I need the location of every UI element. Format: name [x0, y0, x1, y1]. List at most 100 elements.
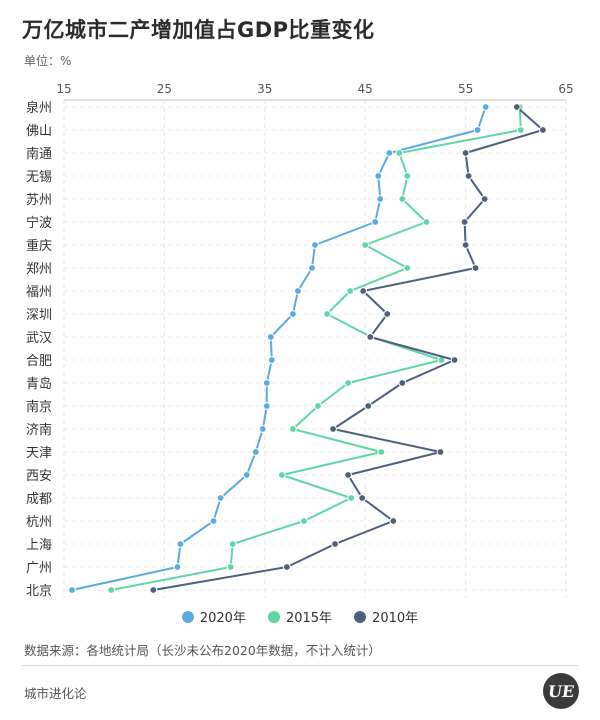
y-tick-label: 上海 [26, 538, 52, 553]
y-tick-label: 合肥 [26, 354, 52, 369]
legend-label: 2020年 [199, 611, 246, 626]
data-point [461, 241, 470, 249]
data-point [228, 540, 237, 548]
x-tick-label: 45 [358, 82, 373, 96]
data-point [361, 241, 370, 249]
data-point [383, 310, 392, 318]
brand-logo: UE [543, 673, 579, 709]
data-point [371, 218, 380, 226]
brand-logo-text: UE [546, 681, 576, 701]
data-point [539, 126, 547, 134]
data-point [398, 195, 407, 203]
data-point [331, 540, 339, 548]
source-note: 数据来源：各地统计局（长沙未公布2020年数据，不计入统计） [24, 643, 381, 658]
x-tick-label: 55 [458, 82, 473, 96]
y-tick-label: 深圳 [26, 308, 52, 323]
data-point [300, 517, 308, 525]
y-tick-label: 泉州 [26, 100, 52, 116]
data-point [460, 218, 469, 226]
y-tick-label: 南京 [26, 399, 52, 415]
y-tick-label: 北京 [26, 584, 52, 599]
data-point [385, 149, 394, 157]
data-point [176, 540, 185, 548]
legend-item: 2010年 [354, 607, 418, 626]
x-tick-label: 35 [257, 82, 272, 96]
data-point [262, 379, 271, 387]
data-point [450, 356, 459, 364]
data-point [329, 425, 337, 433]
data-point [374, 172, 383, 180]
data-point [323, 310, 331, 318]
data-point [262, 402, 271, 410]
unit-label: 单位：% [24, 54, 72, 68]
data-point [289, 310, 297, 318]
chart-legend: 2020年 2015年 2010年 [0, 607, 600, 626]
legend-marker [354, 610, 367, 623]
data-point [344, 379, 353, 387]
legend-label: 2010年 [372, 611, 419, 626]
data-point [251, 448, 260, 456]
series-line-2010年 [153, 106, 544, 591]
data-point [516, 126, 525, 134]
page-title: 万亿城市二产增加值占GDP比重变化 [22, 18, 375, 42]
data-point [376, 195, 385, 203]
legend-marker [181, 610, 194, 623]
y-tick-label: 天津 [26, 446, 52, 461]
y-tick-label: 广州 [26, 561, 52, 576]
legend-marker [267, 610, 280, 623]
data-point [422, 218, 431, 226]
data-point [366, 333, 375, 341]
legend-item: 2015年 [267, 607, 333, 626]
y-tick-label: 宁波 [26, 215, 52, 231]
series-line-2015年 [111, 106, 522, 591]
data-point [311, 241, 319, 249]
data-point [347, 494, 356, 502]
data-point [216, 494, 225, 502]
x-tick-label: 15 [56, 82, 71, 96]
y-tick-label: 成都 [26, 492, 52, 507]
data-point [395, 149, 404, 157]
data-point [267, 356, 276, 364]
y-tick-label: 杭州 [26, 515, 52, 530]
series-line-2020年 [71, 106, 487, 591]
data-point [403, 264, 412, 272]
data-point [471, 264, 480, 272]
legend-item: 2020年 [181, 607, 246, 626]
data-point [377, 448, 386, 456]
data-point [481, 103, 490, 111]
legend-label: 2015年 [285, 611, 333, 626]
data-point [480, 195, 489, 203]
y-tick-label: 青岛 [26, 376, 52, 392]
data-point [226, 563, 235, 571]
data-point [308, 264, 316, 272]
y-tick-label: 西安 [26, 469, 52, 484]
data-point [282, 563, 291, 571]
data-point [403, 172, 412, 180]
y-tick-label: 武汉 [26, 331, 52, 346]
x-tick-label: 65 [558, 82, 573, 96]
data-point [461, 149, 470, 157]
data-point [173, 563, 182, 571]
x-tick-label: 25 [157, 82, 172, 96]
data-point [398, 379, 407, 387]
data-point [359, 287, 368, 295]
data-point [68, 586, 76, 594]
data-point [149, 586, 158, 594]
y-tick-label: 郑州 [26, 262, 52, 277]
line-chart: 15 25 35 45 55 65 泉州佛山南通无锡苏州宁波重庆郑州福州深圳武汉合肥青岛南京… [26, 82, 574, 599]
data-point [389, 517, 398, 525]
data-point [512, 103, 521, 111]
data-point [344, 471, 353, 479]
data-point [346, 287, 355, 295]
data-point [436, 448, 445, 456]
y-tick-label: 无锡 [26, 170, 52, 185]
data-point [277, 471, 286, 479]
data-point [258, 425, 267, 433]
data-point [358, 494, 367, 502]
data-point [107, 586, 116, 594]
data-point [294, 287, 302, 295]
data-point [289, 425, 297, 433]
footer-brand: 城市进化论 [24, 686, 87, 701]
data-point [473, 126, 482, 134]
y-tick-label: 佛山 [26, 124, 52, 139]
